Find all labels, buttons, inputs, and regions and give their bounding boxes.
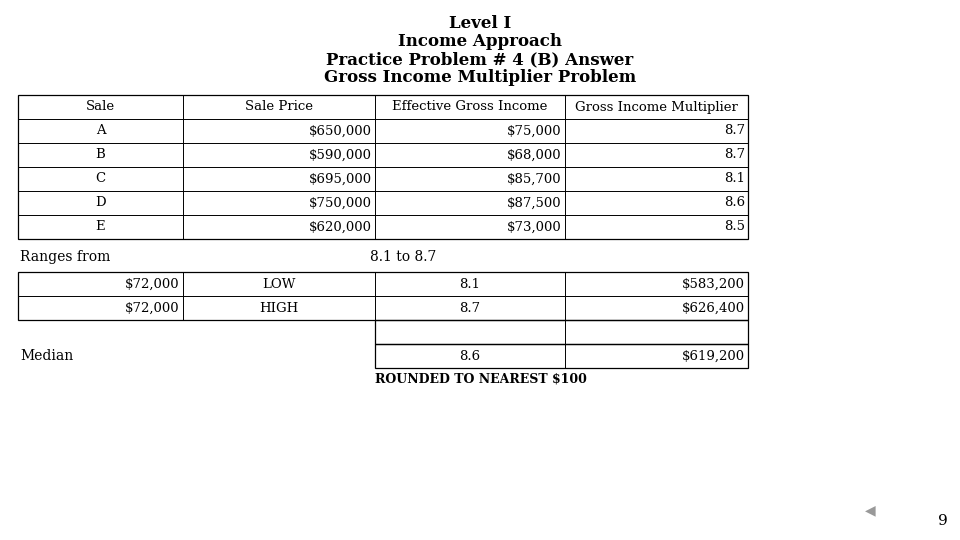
Text: 8.1: 8.1 — [460, 278, 481, 291]
Text: Level I: Level I — [449, 15, 511, 32]
Text: Effective Gross Income: Effective Gross Income — [393, 100, 548, 113]
Text: $695,000: $695,000 — [309, 172, 372, 186]
Text: 8.7: 8.7 — [724, 125, 745, 138]
Text: C: C — [95, 172, 106, 186]
Text: LOW: LOW — [262, 278, 296, 291]
Text: Sale Price: Sale Price — [245, 100, 313, 113]
Text: Practice Problem # 4 (B) Answer: Practice Problem # 4 (B) Answer — [326, 51, 634, 68]
Bar — [375, 320, 748, 344]
Text: $650,000: $650,000 — [309, 125, 372, 138]
Text: Gross Income Multiplier: Gross Income Multiplier — [575, 100, 738, 113]
Text: 8.6: 8.6 — [724, 197, 745, 210]
Text: 8.1: 8.1 — [724, 172, 745, 186]
Text: $626,400: $626,400 — [682, 301, 745, 314]
Text: 8.6: 8.6 — [460, 349, 481, 362]
Text: $72,000: $72,000 — [126, 301, 180, 314]
Bar — [18, 272, 748, 320]
Text: Sale: Sale — [86, 100, 115, 113]
Text: ROUNDED TO NEAREST $100: ROUNDED TO NEAREST $100 — [375, 373, 587, 386]
Text: $72,000: $72,000 — [126, 278, 180, 291]
Text: E: E — [96, 220, 106, 233]
Text: $73,000: $73,000 — [507, 220, 562, 233]
Text: B: B — [96, 148, 106, 161]
Text: HIGH: HIGH — [259, 301, 299, 314]
Text: 8.5: 8.5 — [724, 220, 745, 233]
Text: ◀: ◀ — [865, 503, 876, 517]
Text: $87,500: $87,500 — [508, 197, 562, 210]
Bar — [375, 344, 748, 368]
Text: $620,000: $620,000 — [309, 220, 372, 233]
Text: $75,000: $75,000 — [508, 125, 562, 138]
Text: Income Approach: Income Approach — [398, 33, 562, 50]
Text: Gross Income Multiplier Problem: Gross Income Multiplier Problem — [324, 69, 636, 86]
Text: D: D — [95, 197, 106, 210]
Text: $590,000: $590,000 — [309, 148, 372, 161]
Text: $583,200: $583,200 — [682, 278, 745, 291]
Text: $750,000: $750,000 — [309, 197, 372, 210]
Text: 8.1 to 8.7: 8.1 to 8.7 — [370, 250, 437, 264]
Text: A: A — [96, 125, 106, 138]
Text: Ranges from: Ranges from — [20, 250, 110, 264]
Text: 9: 9 — [938, 514, 948, 528]
Text: 8.7: 8.7 — [460, 301, 481, 314]
Text: $85,700: $85,700 — [508, 172, 562, 186]
Text: 8.7: 8.7 — [724, 148, 745, 161]
Text: Median: Median — [20, 349, 73, 363]
Text: $619,200: $619,200 — [682, 349, 745, 362]
Text: $68,000: $68,000 — [508, 148, 562, 161]
Bar — [18, 95, 748, 239]
